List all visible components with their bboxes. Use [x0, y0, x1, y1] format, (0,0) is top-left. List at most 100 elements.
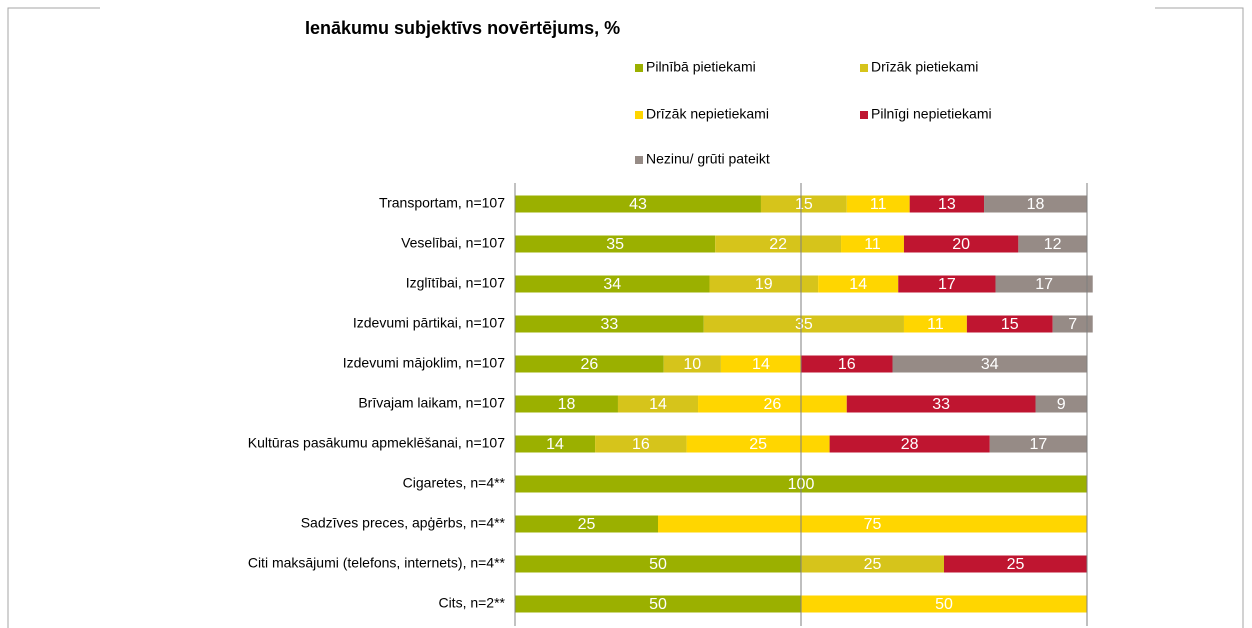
value-label: 43: [629, 196, 647, 213]
value-label: 19: [755, 276, 773, 293]
bar-segment: [515, 315, 704, 333]
value-label: 50: [649, 596, 667, 613]
bar-segment: [515, 435, 596, 453]
value-label: 11: [927, 316, 944, 333]
value-label: 34: [981, 356, 999, 373]
bar-segment: [903, 315, 967, 333]
legend-swatch: [860, 64, 868, 72]
bar-segment: [995, 275, 1093, 293]
bar-segment: [515, 355, 664, 373]
frame: [7, 7, 1244, 628]
y-tick-label: Izglītībai, n=107: [406, 275, 505, 291]
bar-segment: [515, 275, 710, 293]
bar-segment: [1018, 235, 1087, 253]
value-label: 17: [1029, 436, 1047, 453]
value-label: 17: [938, 276, 956, 293]
y-tick-label: Cigaretes, n=4**: [403, 475, 506, 491]
bar-segment: [760, 195, 847, 213]
y-tick-label: Izdevumi mājoklim, n=107: [343, 355, 505, 371]
value-label: 16: [838, 356, 856, 373]
value-label: 15: [795, 196, 813, 213]
value-label: 14: [649, 396, 667, 413]
bar-segment: [892, 355, 1087, 373]
bar-segment: [686, 435, 830, 453]
bar-segment: [515, 235, 716, 253]
y-tick-label: Citi maksājumi (telefons, internets), n=…: [248, 555, 506, 571]
value-label: 13: [938, 196, 956, 213]
bar-segment: [801, 355, 893, 373]
value-label: 18: [1027, 196, 1045, 213]
value-label: 14: [546, 436, 564, 453]
bar-segment: [1052, 315, 1093, 333]
bar-segment: [989, 435, 1087, 453]
bar-segment: [515, 595, 801, 613]
legend-label: Drīzāk nepietiekami: [646, 106, 769, 122]
legend-label: Pilnībā pietiekami: [646, 59, 756, 75]
bar-segment: [720, 355, 801, 373]
bar-segment: [841, 235, 904, 253]
value-label: 33: [932, 396, 950, 413]
value-label: 75: [864, 516, 882, 533]
bar-segment: [595, 435, 687, 453]
value-label: 25: [864, 556, 882, 573]
value-label: 7: [1068, 316, 1077, 333]
bar-segment: [846, 195, 910, 213]
value-label: 15: [1001, 316, 1019, 333]
value-label: 26: [764, 396, 782, 413]
y-tick-label: Veselībai, n=107: [401, 235, 505, 251]
bar-segment: [846, 395, 1036, 413]
bar-segment: [698, 395, 847, 413]
value-label: 20: [952, 236, 970, 253]
value-label: 25: [749, 436, 767, 453]
y-tick-label: Kultūras pasākumu apmeklēšanai, n=107: [248, 435, 505, 451]
legend-label: Pilnīgi nepietiekami: [871, 106, 992, 122]
value-label: 12: [1044, 236, 1062, 253]
bar-segment: [818, 275, 899, 293]
value-label: 17: [1035, 276, 1053, 293]
y-tick-label: Izdevumi pārtikai, n=107: [353, 315, 505, 331]
bar-segment: [1035, 395, 1087, 413]
value-label: 25: [578, 516, 596, 533]
value-label: 11: [870, 196, 887, 213]
bar-segment: [658, 515, 1087, 533]
bar-segment: [515, 395, 618, 413]
value-label: 25: [1007, 556, 1025, 573]
value-label: 22: [769, 236, 787, 253]
legend-swatch: [860, 111, 868, 119]
bar-segment: [801, 555, 944, 573]
bar-segment: [709, 275, 819, 293]
bar-segment: [703, 315, 904, 333]
value-label: 14: [849, 276, 867, 293]
bar-segment: [898, 275, 996, 293]
value-label: 33: [600, 316, 618, 333]
bar-segment: [801, 595, 1087, 613]
legend-swatch: [635, 156, 643, 164]
value-label: 11: [864, 236, 881, 253]
bar-segment: [944, 555, 1087, 573]
value-label: 10: [683, 356, 701, 373]
y-tick-label: Transportam, n=107: [379, 195, 505, 211]
bar-segment: [903, 235, 1019, 253]
bar-segment: [515, 195, 761, 213]
value-label: 50: [649, 556, 667, 573]
bar-segment: [617, 395, 699, 413]
y-tick-label: Sadzīves preces, apģērbs, n=4**: [301, 515, 506, 531]
bar-segment: [984, 195, 1087, 213]
bar-segment: [909, 195, 985, 213]
legend-swatch: [635, 64, 643, 72]
y-tick-label: Cits, n=2**: [438, 595, 505, 611]
legend-label: Nezinu/ grūti pateikt: [646, 151, 770, 167]
value-label: 26: [580, 356, 598, 373]
value-label: 28: [901, 436, 919, 453]
value-label: 35: [795, 316, 813, 333]
value-label: 14: [752, 356, 770, 373]
bar-segment: [715, 235, 842, 253]
value-label: 9: [1057, 396, 1066, 413]
legend-swatch: [635, 111, 643, 119]
chart-title: Ienākumu subjektīvs novērtējums, %: [305, 18, 620, 38]
value-label: 35: [606, 236, 624, 253]
bar-segment: [515, 515, 658, 533]
value-label: 50: [935, 596, 953, 613]
value-label: 18: [558, 396, 576, 413]
